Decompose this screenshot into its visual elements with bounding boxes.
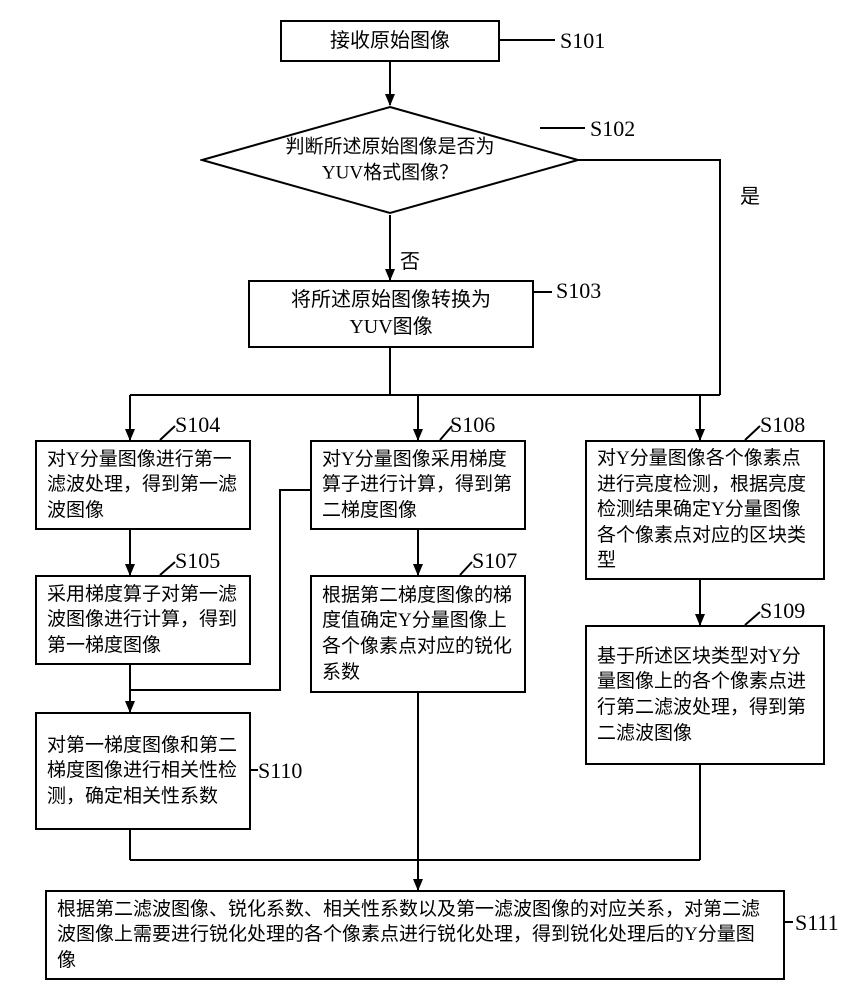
label-s106: S106 — [450, 414, 495, 436]
label-s103: S103 — [556, 280, 601, 302]
label-s109: S109 — [760, 600, 805, 622]
node-s110-text: 对第一梯度图像和第二梯度图像进行相关性检测，确定相关性系数 — [47, 733, 239, 810]
node-s109: 基于所述区块类型对Y分量图像上的各个像素点进行第二滤波处理，得到第二滤波图像 — [585, 625, 825, 765]
node-s103-text-l2: YUV图像 — [349, 316, 432, 338]
label-s110: S110 — [258, 760, 302, 782]
node-s108: 对Y分量图像各个像素点进行亮度检测，根据亮度检测结果确定Y分量图像各个像素点对应… — [585, 440, 825, 580]
label-s102: S102 — [590, 118, 635, 140]
node-s102: 判断所述原始图像是否为 YUV格式图像？ — [200, 105, 580, 215]
node-s101-text: 接收原始图像 — [330, 28, 450, 55]
node-s104-text: 对Y分量图像进行第一滤波处理，得到第一滤波图像 — [47, 447, 239, 524]
node-s101: 接收原始图像 — [280, 20, 500, 62]
edge-label-yes: 是 — [740, 180, 760, 209]
node-s108-text: 对Y分量图像各个像素点进行亮度检测，根据亮度检测结果确定Y分量图像各个像素点对应… — [597, 446, 813, 574]
label-s107: S107 — [472, 550, 517, 572]
label-s104: S104 — [175, 414, 220, 436]
node-s105: 采用梯度算子对第一滤波图像进行计算，得到第一梯度图像 — [35, 575, 251, 665]
flowchart-canvas: 接收原始图像 S101 判断所述原始图像是否为 YUV格式图像？ S102 是 … — [0, 0, 867, 1000]
node-s102-text-l1: 判断所述原始图像是否为 — [285, 136, 494, 157]
node-s110: 对第一梯度图像和第二梯度图像进行相关性检测，确定相关性系数 — [35, 712, 251, 830]
label-s108: S108 — [760, 414, 805, 436]
node-s107: 根据第二梯度图像的梯度值确定Y分量图像上各个像素点对应的锐化系数 — [310, 575, 526, 693]
node-s111: 根据第二滤波图像、锐化系数、相关性系数以及第一滤波图像的对应关系，对第二滤波图像… — [45, 890, 785, 980]
label-s111: S111 — [795, 912, 839, 934]
node-s109-text: 基于所述区块类型对Y分量图像上的各个像素点进行第二滤波处理，得到第二滤波图像 — [597, 644, 813, 747]
node-s106-text: 对Y分量图像采用梯度算子进行计算，得到第二梯度图像 — [322, 447, 514, 524]
node-s103-text-l1: 将所述原始图像转换为 — [291, 289, 491, 311]
label-s101: S101 — [560, 30, 605, 52]
node-s107-text: 根据第二梯度图像的梯度值确定Y分量图像上各个像素点对应的锐化系数 — [322, 583, 514, 686]
node-s106: 对Y分量图像采用梯度算子进行计算，得到第二梯度图像 — [310, 440, 526, 530]
node-s105-text: 采用梯度算子对第一滤波图像进行计算，得到第一梯度图像 — [47, 582, 239, 659]
label-s105: S105 — [175, 550, 220, 572]
node-s102-text-l2: YUV格式图像？ — [322, 162, 458, 183]
node-s104: 对Y分量图像进行第一滤波处理，得到第一滤波图像 — [35, 440, 251, 530]
edge-label-no: 否 — [400, 245, 420, 274]
node-s103: 将所述原始图像转换为 YUV图像 — [248, 280, 534, 348]
node-s111-text: 根据第二滤波图像、锐化系数、相关性系数以及第一滤波图像的对应关系，对第二滤波图像… — [57, 897, 773, 974]
